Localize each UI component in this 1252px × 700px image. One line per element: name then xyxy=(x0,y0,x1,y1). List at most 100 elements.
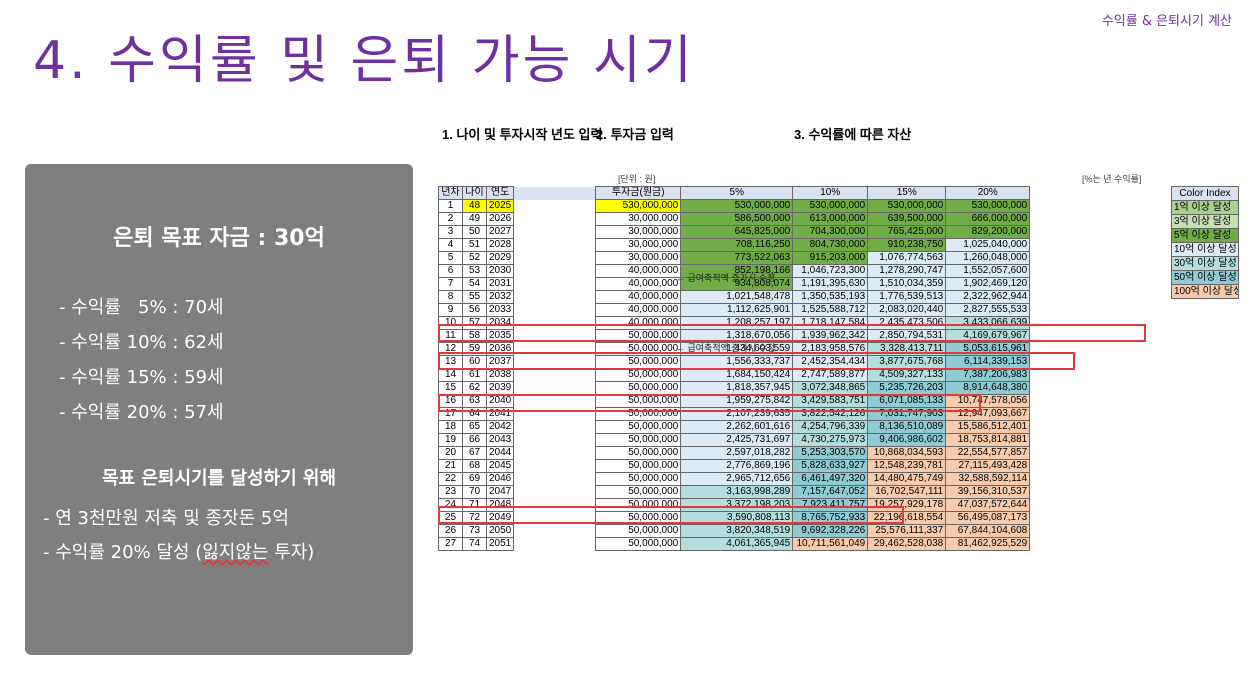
asset-cell: 1,025,040,000 xyxy=(945,238,1031,252)
asset-cell: 22,196,618,554 xyxy=(867,511,947,525)
gap-cell xyxy=(514,213,596,226)
section-1-label: 1. 나이 및 투자시작 년도 입력 xyxy=(442,127,603,142)
investment-cell: 50,000,000 xyxy=(595,420,682,434)
spell-underline: 잃지않는 xyxy=(202,542,269,563)
gap-cell xyxy=(514,473,596,486)
gap-cell xyxy=(514,460,596,473)
gap-cell xyxy=(514,525,596,538)
asset-cell: 639,500,000 xyxy=(867,212,947,226)
asset-cell: 12,548,239,781 xyxy=(867,459,947,473)
rate-item: - 수익률 15% : 59세 xyxy=(59,367,224,388)
cell: 2028 xyxy=(485,238,515,252)
cell: 2043 xyxy=(485,433,515,447)
table-row: 13 60 2037 50,000,000 1,556,333,737 2,452,354… xyxy=(438,355,1031,369)
asset-cell: 9,692,328,226 xyxy=(792,524,869,538)
asset-cell: 645,825,000 xyxy=(680,225,794,239)
asset-cell: 7,157,647,052 xyxy=(792,485,869,499)
asset-cell: 3,820,348,519 xyxy=(680,524,794,538)
investment-cell: 50,000,000 xyxy=(595,537,682,551)
color-index-item: 50억 이상 달성 xyxy=(1172,271,1238,285)
column-header: 5% xyxy=(680,186,794,200)
cell: 8 xyxy=(438,290,463,304)
asset-cell: 4,730,275,973 xyxy=(792,433,869,447)
asset-cell: 8,765,752,933 xyxy=(792,511,869,525)
column-header: 연도 xyxy=(485,186,515,200)
asset-cell: 8,136,510,089 xyxy=(867,420,947,434)
cell: 69 xyxy=(462,472,487,486)
asset-cell: 16,702,547,111 xyxy=(867,485,947,499)
asset-cell: 29,462,528,038 xyxy=(867,537,947,551)
cell: 70 xyxy=(462,485,487,499)
asset-cell: 586,500,000 xyxy=(680,212,794,226)
section-3-label: 3. 수익률에 따른 자산 xyxy=(794,127,912,142)
asset-cell: 1,191,395,630 xyxy=(792,277,869,291)
asset-cell: 530,000,000 xyxy=(792,199,869,213)
gap-cell xyxy=(514,252,596,265)
cell: 5 xyxy=(438,251,463,265)
rate-item: - 수익률 5% : 70세 xyxy=(59,297,224,318)
gap-cell xyxy=(514,226,596,239)
color-index-item: 3억 이상 달성 xyxy=(1172,215,1238,229)
column-header: 15% xyxy=(867,186,947,200)
table-row: 21 68 2045 50,000,000 2,776,869,196 5,828,633… xyxy=(438,459,1031,473)
highlight-box xyxy=(438,352,1075,370)
table-row: 6 53 2030 40,000,000 852,198,166 1,046,723,30… xyxy=(438,264,1031,278)
cell: 26 xyxy=(438,524,463,538)
investment-cell: 50,000,000 xyxy=(595,368,682,382)
asset-cell: 1,260,048,000 xyxy=(945,251,1031,265)
investment-cell: 50,000,000 xyxy=(595,459,682,473)
return-rate-list: - 수익률 5% : 70세 - 수익률 10% : 62세 - 수익률 15%… xyxy=(59,290,224,430)
gap-cell xyxy=(514,304,596,317)
asset-cell: 2,322,962,944 xyxy=(945,290,1031,304)
asset-cell: 666,000,000 xyxy=(945,212,1031,226)
asset-cell: 1,776,539,513 xyxy=(867,290,947,304)
asset-cell: 2,776,869,196 xyxy=(680,459,794,473)
goal-steps: - 연 3천만원 저축 및 종잣돈 5억 - 수익률 20% 달성 (잃지않는 … xyxy=(43,502,314,570)
investment-cell: 50,000,000 xyxy=(595,485,682,499)
asset-cell: 5,253,303,570 xyxy=(792,446,869,460)
cell: 2042 xyxy=(485,420,515,434)
asset-cell: 1,208,257,197 xyxy=(680,316,794,330)
asset-cell: 2,425,731,697 xyxy=(680,433,794,447)
gap-cell xyxy=(514,434,596,447)
column-header: 투자금(원금) xyxy=(595,186,682,200)
asset-cell: 4,509,327,133 xyxy=(867,368,947,382)
goal-heading: 목표 은퇴시기를 달성하기 위해 xyxy=(101,468,337,489)
investment-cell: 530,000,000 xyxy=(595,199,682,213)
cell: 52 xyxy=(462,251,487,265)
summary-panel: 은퇴 목표 자금 : 30억 - 수익률 5% : 70세 - 수익률 10% … xyxy=(25,164,413,655)
asset-cell: 39,156,310,537 xyxy=(945,485,1031,499)
cell: 2047 xyxy=(485,485,515,499)
cell: 4 xyxy=(438,238,463,252)
gap-cell xyxy=(514,382,596,395)
cell: 20 xyxy=(438,446,463,460)
highlight-box xyxy=(438,506,904,524)
investment-cell: 50,000,000 xyxy=(595,381,682,395)
slide-header-label: 수익률 & 은퇴시기 계산 xyxy=(1101,14,1232,29)
table-row: 18 65 2042 50,000,000 2,262,601,616 4,254,796… xyxy=(438,420,1031,434)
cell: 67 xyxy=(462,446,487,460)
asset-cell: 910,238,750 xyxy=(867,238,947,252)
asset-cell: 704,300,000 xyxy=(792,225,869,239)
cell: 2 xyxy=(438,212,463,226)
cell: 18 xyxy=(438,420,463,434)
asset-cell: 1,318,670,056 xyxy=(680,329,794,343)
table-row: 26 73 2050 50,000,000 3,820,348,519 9,692,328… xyxy=(438,524,1031,538)
table-row: 16 63 2040 50,000,000 1,959,275,842 3,429,583… xyxy=(438,394,1031,408)
cell: 54 xyxy=(462,277,487,291)
cell: 2026 xyxy=(485,212,515,226)
gap-cell xyxy=(514,538,596,551)
table-row: 9 56 2033 40,000,000 1,112,625,901 1,525,588,… xyxy=(438,303,1031,317)
cell: 23 xyxy=(438,485,463,499)
asset-cell: 6,461,497,320 xyxy=(792,472,869,486)
asset-cell: 4,169,679,967 xyxy=(945,329,1031,343)
investment-cell: 40,000,000 xyxy=(595,264,682,278)
gap-cell xyxy=(514,278,596,291)
asset-cell: 9,406,986,602 xyxy=(867,433,947,447)
asset-cell: 3,433,066,639 xyxy=(945,316,1031,330)
investment-cell: 40,000,000 xyxy=(595,303,682,317)
cell: 73 xyxy=(462,524,487,538)
asset-cell: 1,818,357,945 xyxy=(680,381,794,395)
asset-cell: 2,597,018,282 xyxy=(680,446,794,460)
table-row: 20 67 2044 50,000,000 2,597,018,282 5,253,303… xyxy=(438,446,1031,460)
